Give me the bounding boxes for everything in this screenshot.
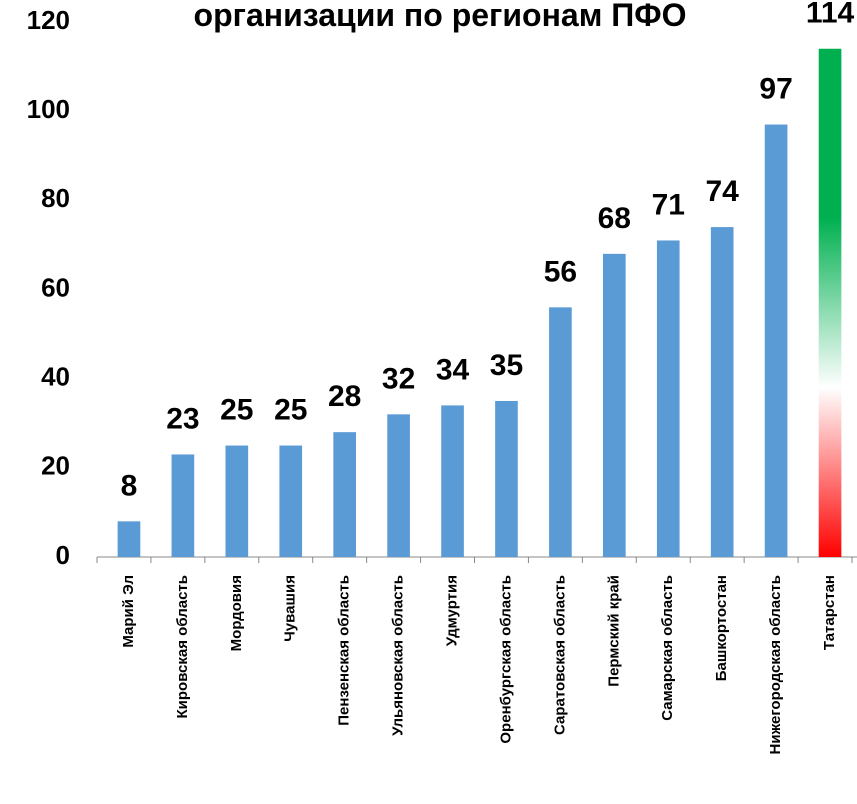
bar xyxy=(495,400,518,557)
x-tick-label: Удмуртия xyxy=(444,575,461,646)
value-label: 25 xyxy=(220,393,253,426)
bar xyxy=(225,445,249,557)
value-label: 71 xyxy=(652,188,685,221)
value-label: 97 xyxy=(759,72,792,105)
bar xyxy=(656,240,680,558)
value-label: 114 xyxy=(806,0,855,30)
y-tick-label: 100 xyxy=(27,94,70,124)
bar xyxy=(764,124,788,558)
y-tick-label: 80 xyxy=(41,183,70,213)
bar xyxy=(117,521,141,557)
bar xyxy=(818,48,842,557)
bar xyxy=(602,253,626,558)
x-tick-label: Кировская область xyxy=(174,575,191,719)
x-tick-label: Пензенская область xyxy=(336,575,353,726)
value-label: 35 xyxy=(490,349,523,382)
value-label: 34 xyxy=(436,353,470,386)
x-tick-label: Марий Эл xyxy=(120,575,137,648)
x-tick-label: Мордовия xyxy=(228,575,245,651)
y-tick-label: 0 xyxy=(56,540,70,570)
bar xyxy=(279,445,303,557)
value-label: 8 xyxy=(121,469,138,502)
x-tick-label: Ульяновская область xyxy=(390,575,407,736)
value-label: 25 xyxy=(274,393,307,426)
bar xyxy=(387,414,410,557)
y-tick-label: 60 xyxy=(41,272,70,302)
value-label: 32 xyxy=(382,362,415,395)
bar xyxy=(441,405,464,557)
x-tick-label: Саратовская область xyxy=(551,575,568,735)
y-tick-label: 120 xyxy=(27,5,70,35)
y-tick-label: 40 xyxy=(41,362,70,392)
value-label: 28 xyxy=(328,380,361,413)
value-label: 68 xyxy=(598,202,631,235)
x-tick-label: Башкортостан xyxy=(713,575,730,681)
value-label: 23 xyxy=(166,402,199,435)
bar xyxy=(710,227,734,558)
bar xyxy=(549,307,572,557)
bar xyxy=(171,454,195,557)
x-tick-label: Нижегородская область xyxy=(767,575,784,754)
bar xyxy=(333,432,357,557)
x-tick-label: Пермский край xyxy=(605,575,622,687)
value-label: 74 xyxy=(705,175,739,208)
y-tick-label: 20 xyxy=(41,451,70,481)
x-tick-label: Чувашия xyxy=(282,575,299,642)
x-tick-label: Оренбургская область xyxy=(497,575,514,744)
chart-title: организации по регионам ПФО xyxy=(194,0,687,33)
x-tick-label: Самарская область xyxy=(659,575,676,721)
x-tick-label: Татарстан xyxy=(821,575,838,650)
value-label: 56 xyxy=(544,255,577,288)
